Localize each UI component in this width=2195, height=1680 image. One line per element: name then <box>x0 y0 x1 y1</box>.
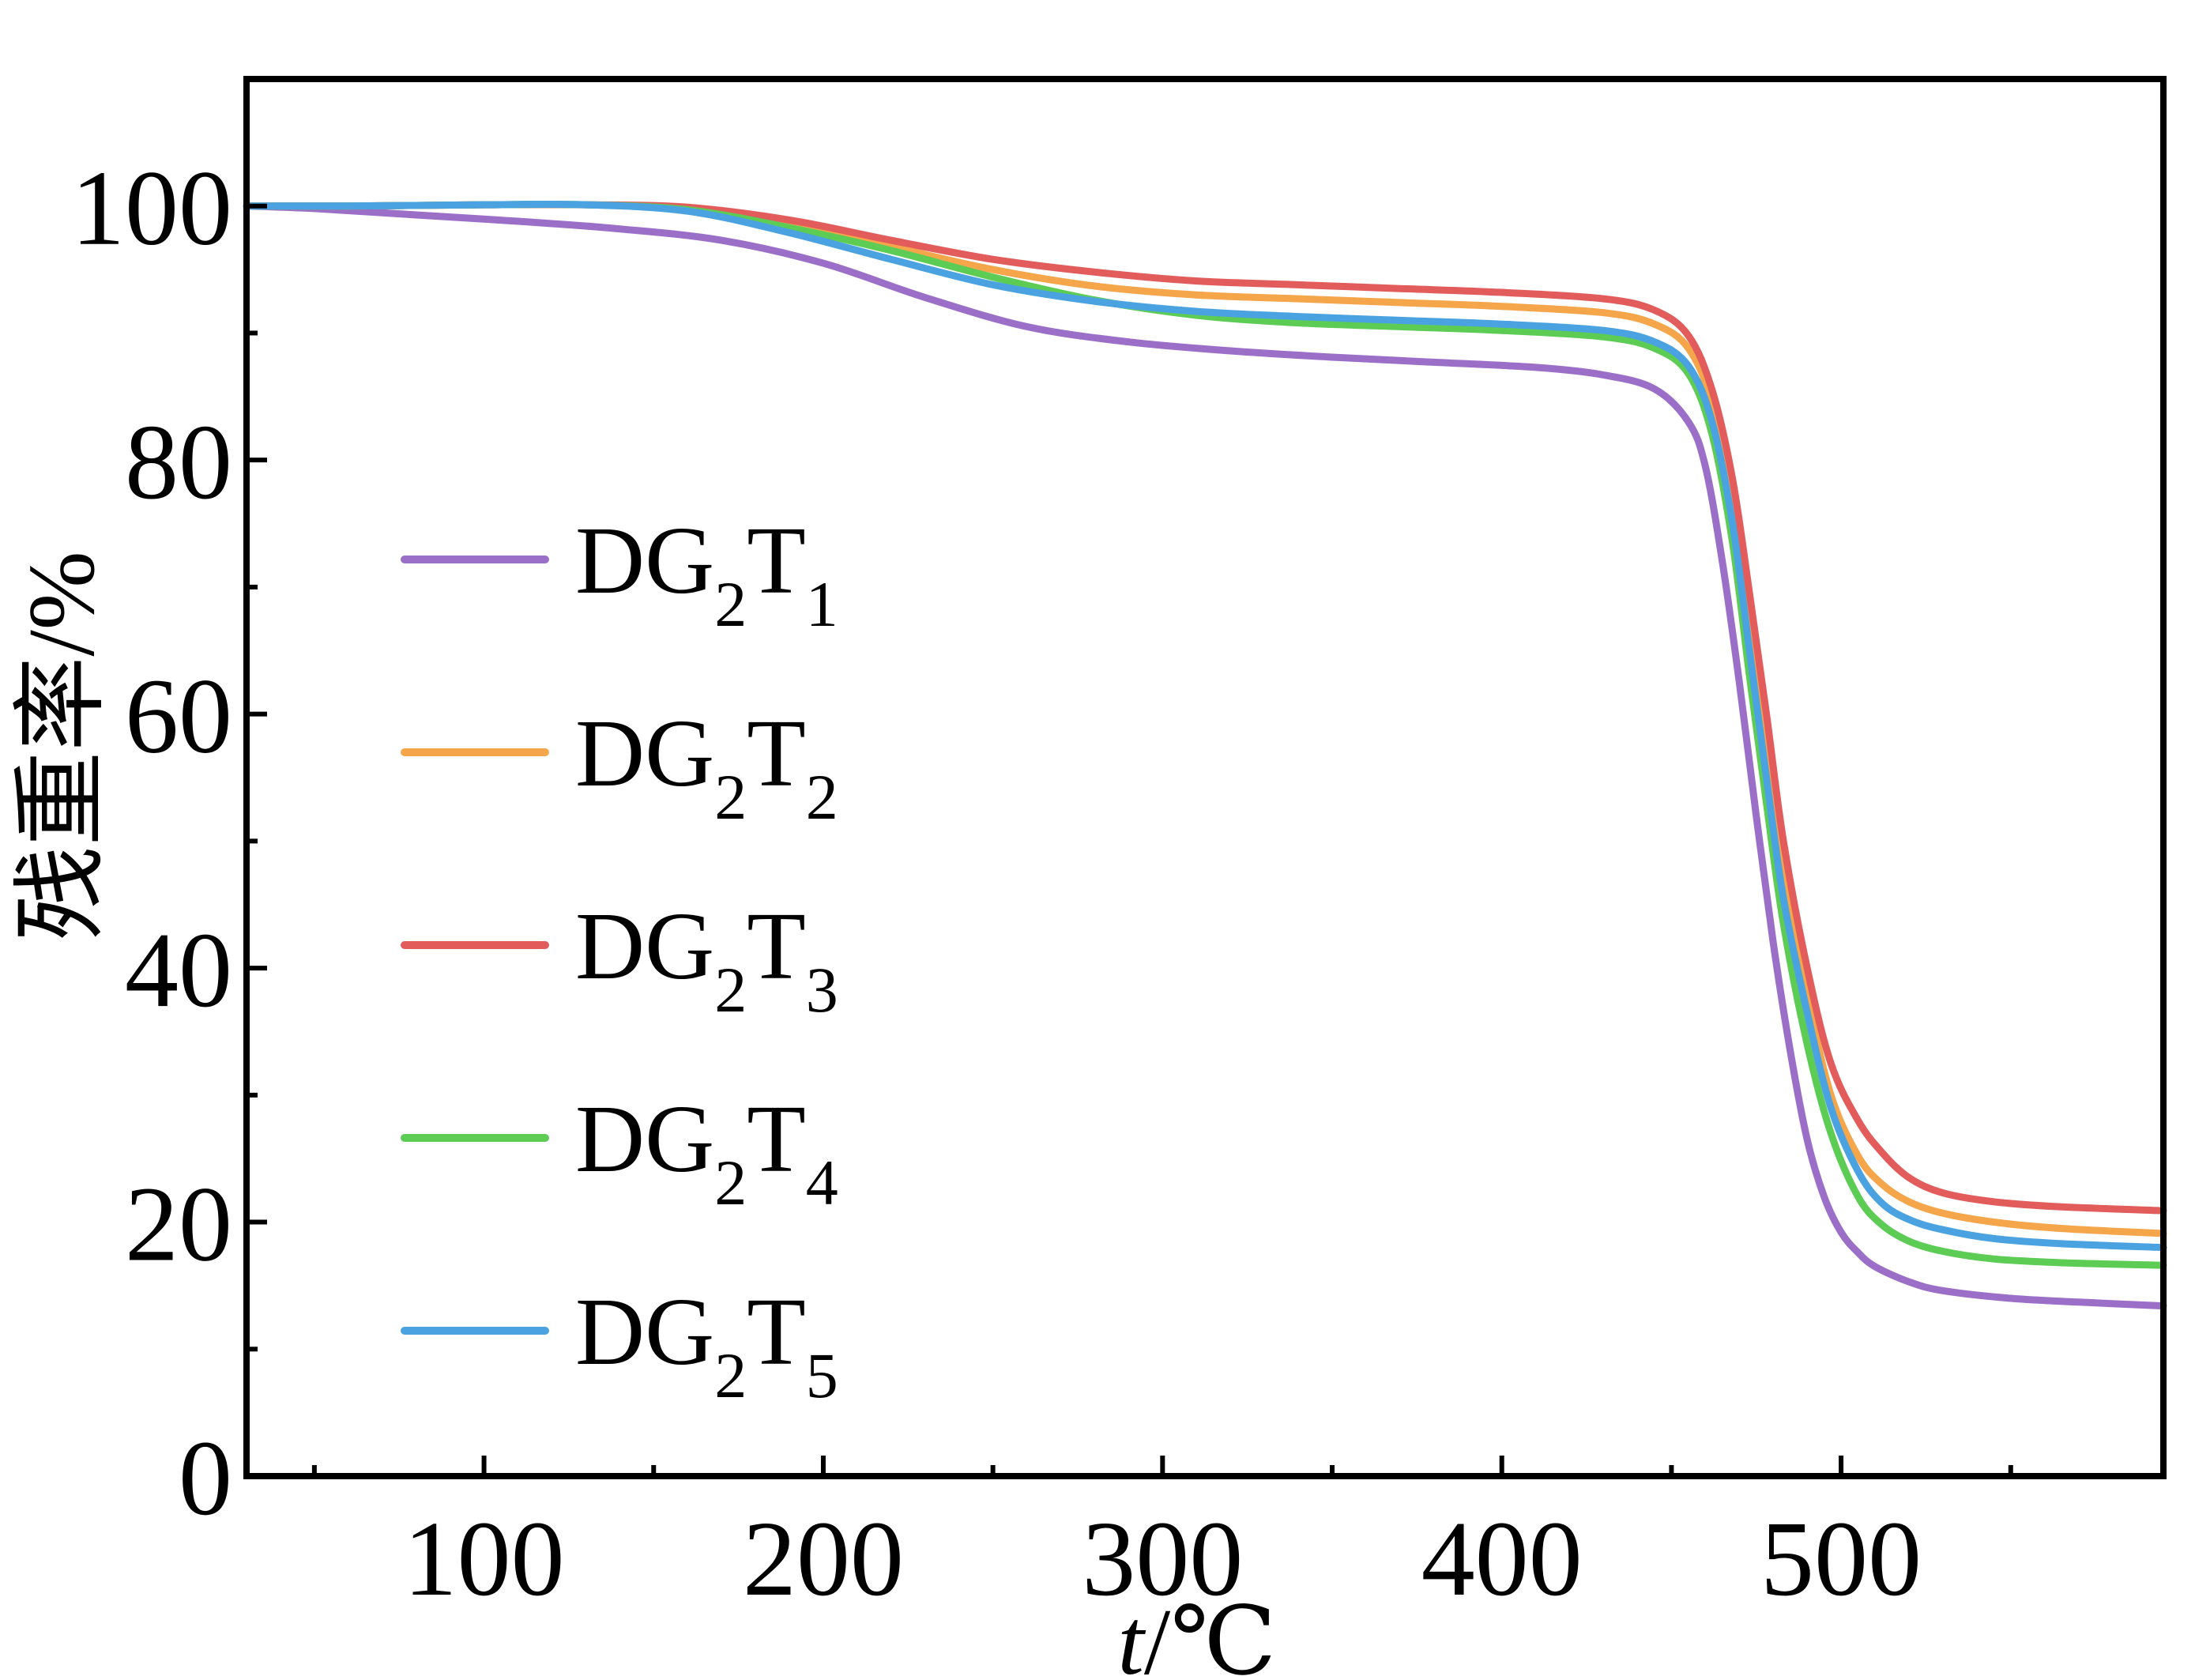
y-tick-label: 0 <box>179 1419 232 1538</box>
legend-label-part: DG <box>575 1086 714 1192</box>
x-tick-label: 300 <box>1082 1500 1243 1618</box>
legend-label-subscript: 1 <box>806 568 838 640</box>
series-layer <box>243 200 2167 1310</box>
legend-label-subscript: 3 <box>806 954 838 1026</box>
y-tick-label: 40 <box>125 911 232 1030</box>
legend-item: DG2T5 <box>401 1279 838 1411</box>
legend-label-part: T <box>747 893 806 1000</box>
series-line-3 <box>243 201 2167 1215</box>
legend-label-part: T <box>747 1279 806 1385</box>
x-tick-label: 100 <box>404 1500 565 1618</box>
series-line-1 <box>243 202 2167 1310</box>
legend-label: DG2T1 <box>575 507 838 640</box>
x-tick-label: 500 <box>1760 1500 1922 1618</box>
legend-label-part: T <box>747 1086 806 1192</box>
y-tick-label: 80 <box>125 403 232 522</box>
legend-item: DG2T1 <box>401 507 838 640</box>
legend-label-subscript: 2 <box>714 761 747 833</box>
x-axis-unit: /℃ <box>1144 1589 1277 1680</box>
y-tick-label: 20 <box>125 1166 232 1284</box>
axis-ticks <box>247 203 2013 1478</box>
plot-frame <box>243 76 2167 1479</box>
legend-label-part: DG <box>575 1279 714 1385</box>
legend-label: DG2T5 <box>575 1279 838 1411</box>
legend-label-part: DG <box>575 507 714 614</box>
tick-labels: 100 200 300 400 500 0 20 40 60 80 100 <box>71 149 1922 1618</box>
legend-item: DG2T4 <box>401 1086 838 1219</box>
y-tick-label: 60 <box>125 657 232 776</box>
legend-label-part: DG <box>575 700 714 807</box>
x-axis-title: t/℃ <box>1118 1589 1277 1680</box>
series-line-2 <box>243 201 2167 1237</box>
legend-label-part: T <box>747 700 806 807</box>
x-axis-variable: t <box>1118 1589 1146 1680</box>
legend-label-subscript: 2 <box>714 568 747 640</box>
legend-item: DG2T3 <box>401 893 838 1026</box>
legend-label-subscript: 5 <box>806 1339 838 1411</box>
legend-label-part: DG <box>575 893 714 1000</box>
legend-label: DG2T2 <box>575 700 838 833</box>
legend-label-subscript: 2 <box>714 954 747 1026</box>
y-axis-title: 残重率/% <box>9 551 114 940</box>
legend-label-subscript: 2 <box>806 761 838 833</box>
x-tick-label: 400 <box>1421 1500 1583 1618</box>
legend-label-subscript: 2 <box>714 1147 747 1219</box>
legend-label: DG2T4 <box>575 1086 838 1219</box>
series-line-5 <box>243 200 2167 1252</box>
y-tick-label: 100 <box>71 149 232 268</box>
legend-label-subscript: 4 <box>806 1147 838 1219</box>
legend-label-part: T <box>747 507 806 614</box>
series-line-4 <box>243 201 2167 1269</box>
legend-label-subscript: 2 <box>714 1339 747 1411</box>
legend-label: DG2T3 <box>575 893 838 1026</box>
legend-item: DG2T2 <box>401 700 838 833</box>
x-tick-label: 200 <box>743 1500 904 1618</box>
